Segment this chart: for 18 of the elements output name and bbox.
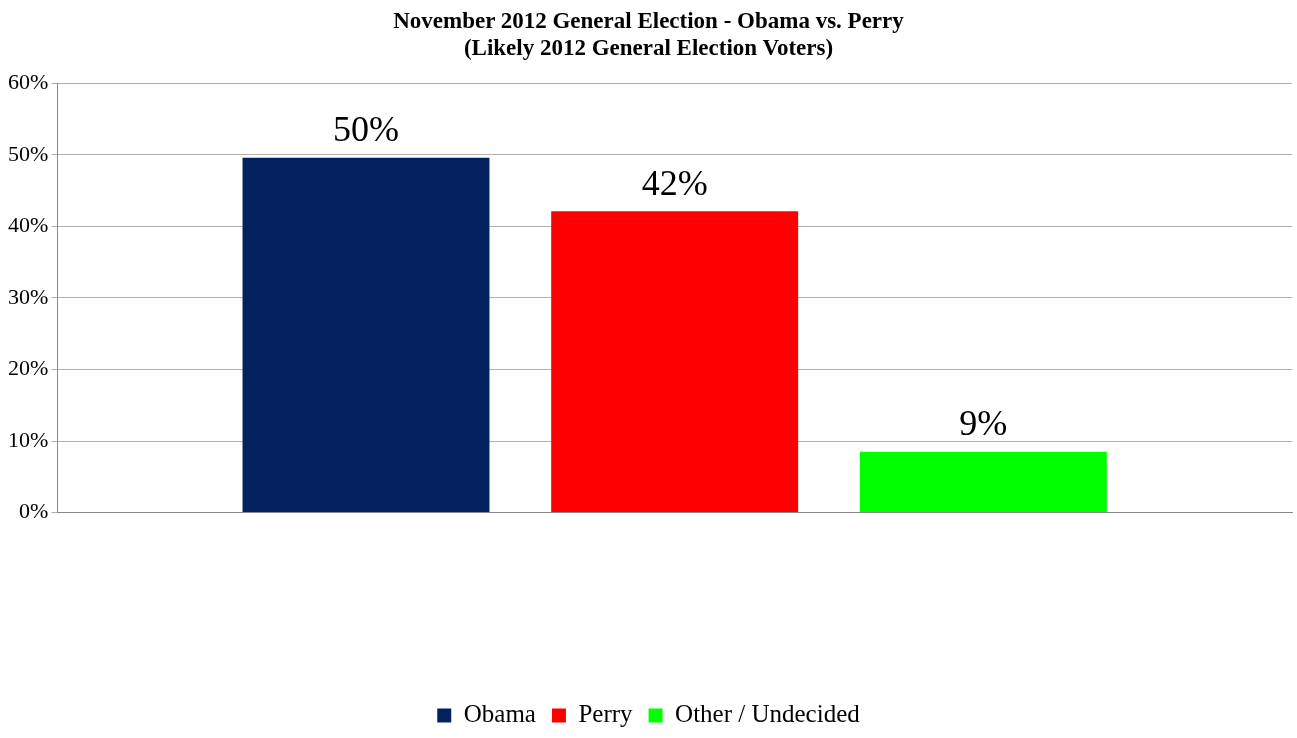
chart-title: November 2012 General Election - Obama vs. Perry: [393, 7, 905, 33]
data-label: 50%: [332, 109, 399, 150]
bar: [859, 451, 1107, 513]
y-tick-label: 60%: [8, 68, 49, 94]
chart-subtitle: (Likely 2012 General Election Voters): [463, 35, 834, 61]
bar: [242, 157, 490, 513]
legend-label: Other / Undecided: [675, 700, 861, 728]
y-tick-label: 40%: [8, 212, 49, 238]
y-tick-label: 0%: [19, 498, 49, 524]
data-label: 9%: [959, 403, 1008, 444]
bar: [551, 211, 799, 513]
y-tick-label: 50%: [8, 140, 49, 166]
y-tick-label: 10%: [8, 426, 49, 452]
legend-label: Perry: [578, 700, 634, 728]
data-label: 42%: [641, 162, 708, 203]
y-tick-label: 20%: [8, 355, 49, 381]
y-tick-label: 30%: [8, 283, 49, 309]
legend-label: Obama: [463, 700, 536, 728]
